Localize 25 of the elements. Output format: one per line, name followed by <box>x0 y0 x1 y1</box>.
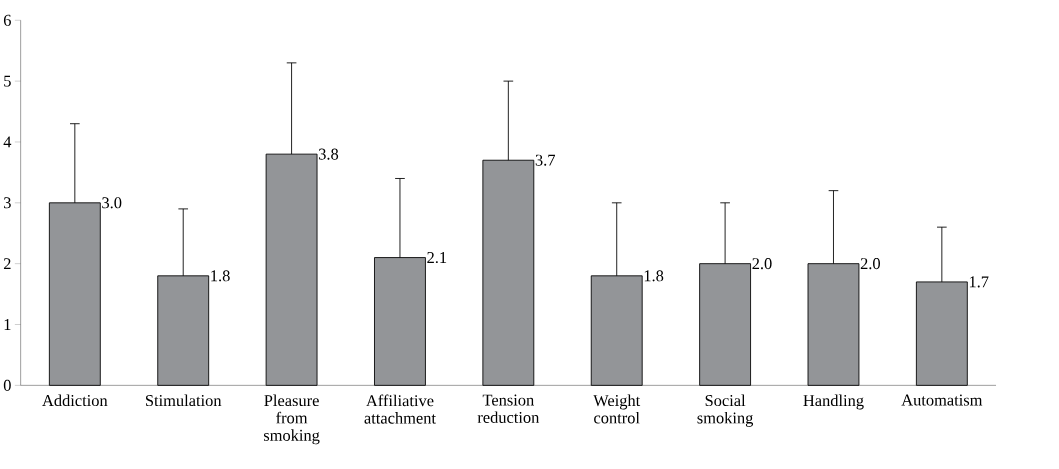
x-tick-label: Automatism <box>901 394 983 406</box>
data-label: 3.8 <box>319 148 339 160</box>
x-tick-label: Affiliative attachment <box>364 394 436 424</box>
data-label: 1.8 <box>211 270 230 282</box>
y-tick-label: 4 <box>3 136 12 148</box>
x-tick-label: Social smoking <box>697 394 754 427</box>
data-label: 2.0 <box>860 257 880 270</box>
x-tick-label: Handling <box>803 394 864 410</box>
data-label: 1.8 <box>644 270 664 282</box>
x-tick-label: Weight control <box>593 394 641 424</box>
y-tick-label: 0 <box>3 379 11 391</box>
y-tick-label: 1 <box>4 318 11 330</box>
x-tick-label: Pleasure from smoking <box>263 394 320 445</box>
x-tick-label: Tension reduction <box>477 394 540 423</box>
y-tick-label: 2 <box>3 258 11 269</box>
y-tick-label: 3 <box>4 197 11 209</box>
data-label: 2.0 <box>752 257 772 270</box>
x-tick-label: Stimulation <box>146 394 222 406</box>
y-tick-label: 5 <box>4 75 11 87</box>
x-tick-label: Addiction <box>42 394 108 406</box>
data-label: 3.7 <box>535 154 556 166</box>
data-label: 3.0 <box>102 197 122 209</box>
y-tick-label: 6 <box>3 14 11 26</box>
data-label: 1.7 <box>969 276 989 288</box>
data-label: 2.1 <box>427 251 447 263</box>
